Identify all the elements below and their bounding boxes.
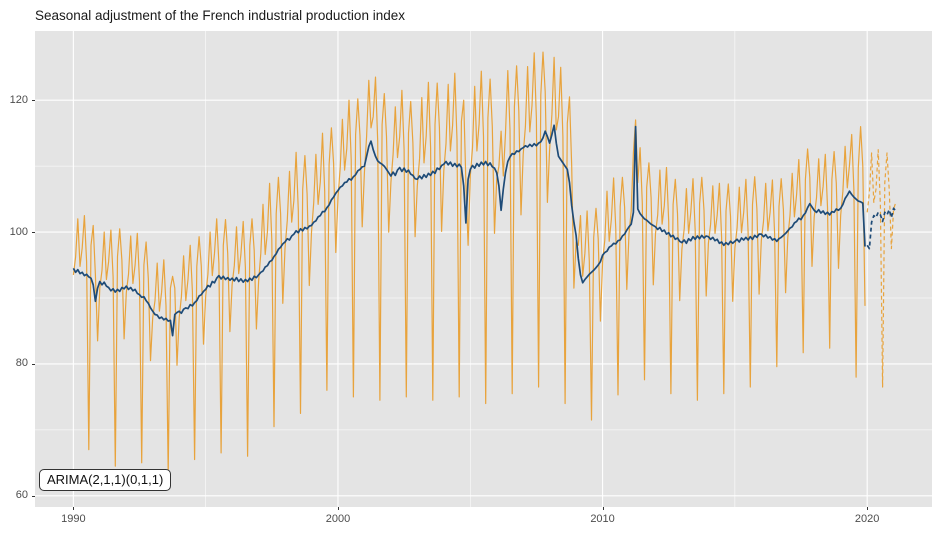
x-tick-mark <box>73 507 75 510</box>
x-tick-label: 2010 <box>590 513 615 525</box>
chart-title: Seasonal adjustment of the French indust… <box>35 8 405 23</box>
y-tick-label: 60 <box>15 489 28 502</box>
arima-model-annotation: ARIMA(2,1,1)(0,1,1) <box>39 469 172 491</box>
y-tick-mark <box>32 100 35 102</box>
x-tick-mark <box>867 507 869 510</box>
y-tick-mark <box>32 232 35 234</box>
plot-panel: ARIMA(2,1,1)(0,1,1) <box>35 31 932 507</box>
y-tick-label: 100 <box>9 225 28 238</box>
x-tick-mark <box>337 507 339 510</box>
y-tick-label: 80 <box>15 357 28 370</box>
y-tick-mark <box>32 495 35 497</box>
raw-index-observed-line <box>72 51 866 474</box>
y-tick-mark <box>32 363 35 365</box>
raw-index-forecast-line <box>866 149 897 388</box>
x-tick-label: 1990 <box>61 513 86 525</box>
x-tick-label: 2020 <box>854 513 880 525</box>
x-tick-mark <box>602 507 604 510</box>
plot-lines-canvas <box>35 31 932 507</box>
seasonally-adjusted-forecast-line <box>866 207 897 250</box>
seasonally-adjusted-line <box>72 124 866 337</box>
x-tick-label: 2000 <box>325 513 351 525</box>
y-tick-label: 120 <box>9 93 28 106</box>
